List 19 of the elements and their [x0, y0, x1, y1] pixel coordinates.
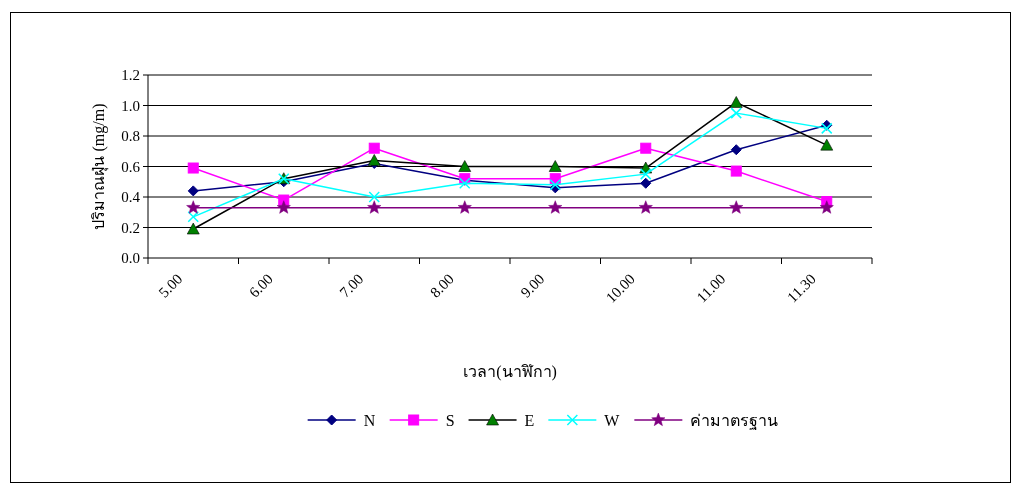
y-tick-label: 0.6 — [121, 158, 141, 175]
y-tick-label: 1.2 — [121, 67, 140, 83]
legend-label: S — [445, 412, 455, 429]
y-tick-label: 1.0 — [121, 97, 140, 114]
y-tick-label: 0.4 — [121, 189, 141, 205]
x-tick-label: 6.00 — [246, 270, 276, 301]
x-tick-label: 7.00 — [336, 270, 367, 301]
x-axis-title: เวลา(นาฬิกา) — [463, 363, 557, 381]
x-tick-label: 9.00 — [517, 270, 548, 301]
y-tick-label: 0.0 — [121, 250, 140, 266]
legend-label: W — [604, 412, 621, 429]
y-tick-label: 0.2 — [121, 219, 140, 236]
y-tick-label: 0.8 — [121, 128, 140, 144]
legend-label: N — [363, 412, 376, 429]
x-tick-label: 8.00 — [427, 270, 457, 301]
legend-label: E — [524, 412, 535, 429]
x-tick-label: 5.00 — [155, 270, 186, 301]
legend-label: ค่ามาตรฐาน — [690, 412, 779, 430]
y-axis-title: ปริมาณฝุ่น (mg/m) — [90, 103, 109, 230]
